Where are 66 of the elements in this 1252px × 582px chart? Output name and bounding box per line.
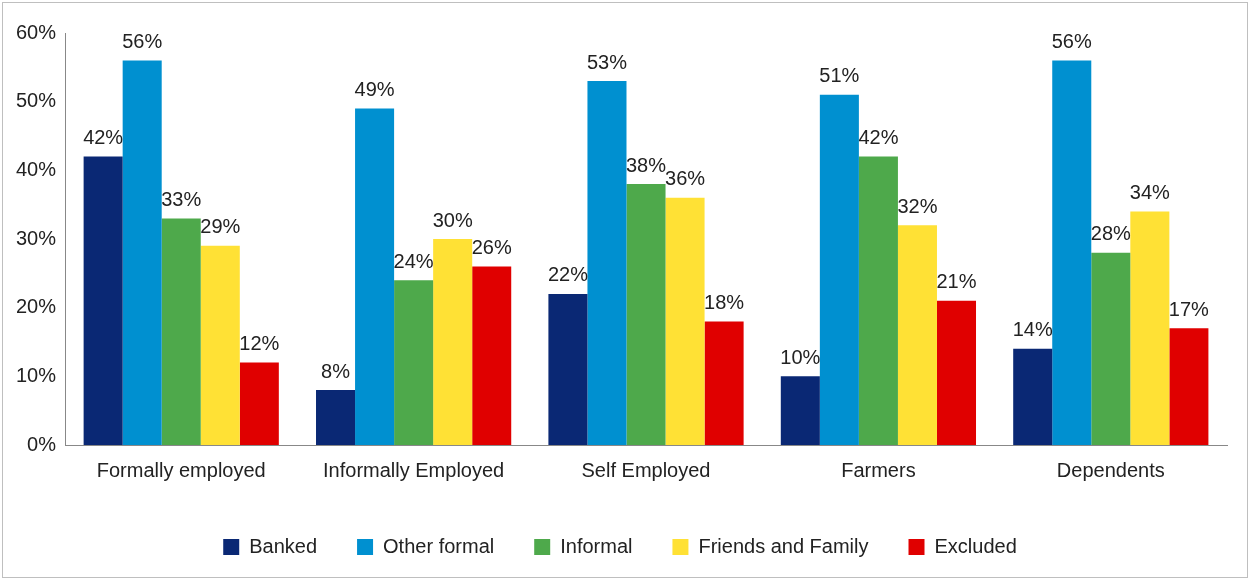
data-label: 28% [1090, 222, 1132, 245]
bar [122, 60, 162, 445]
legend-label: Excluded [934, 534, 1017, 557]
data-label: 17% [1168, 297, 1210, 320]
data-label: 33% [161, 187, 202, 210]
bar [626, 184, 666, 445]
data-label: 49% [354, 78, 395, 101]
bar [472, 266, 512, 445]
data-label: 34% [1129, 181, 1171, 204]
bar [433, 239, 473, 445]
bar [858, 156, 898, 445]
data-label: 10% [780, 345, 821, 368]
bar [1013, 348, 1053, 445]
x-tick-label: Dependents [1056, 458, 1165, 481]
bar [1052, 60, 1092, 445]
x-tick-label: Farmers [841, 458, 916, 481]
data-label: 51% [819, 64, 860, 87]
data-label: 18% [704, 290, 745, 313]
data-label: 8% [321, 359, 351, 382]
bar [1169, 328, 1209, 445]
bar [548, 293, 588, 445]
data-label: 29% [200, 215, 241, 238]
data-label: 36% [665, 167, 706, 190]
bar [200, 245, 240, 445]
data-label: 42% [83, 126, 124, 149]
data-label: 38% [626, 153, 667, 176]
bar [819, 94, 859, 445]
data-label: 26% [471, 235, 512, 258]
x-tick-label: Self Employed [581, 458, 711, 481]
bar [704, 321, 744, 445]
bar [936, 300, 977, 445]
data-label: 12% [239, 332, 280, 355]
bar [1091, 252, 1131, 445]
x-tick-label: Informally Employed [323, 458, 505, 481]
data-label: 56% [1051, 29, 1092, 52]
data-label: 53% [586, 50, 628, 73]
data-label: 30% [432, 208, 473, 231]
y-tick-label: 40% [16, 157, 57, 180]
bar [780, 376, 820, 445]
bar [83, 156, 123, 445]
bar [665, 197, 705, 445]
bar [239, 362, 279, 445]
y-tick-label: 50% [16, 89, 57, 112]
bar [587, 81, 627, 445]
data-label: 42% [858, 126, 899, 149]
y-tick-label: 0% [27, 432, 57, 455]
x-tick-label: Formally employed [96, 458, 266, 481]
y-tick-label: 20% [16, 295, 57, 318]
legend-label: Banked [249, 534, 318, 557]
data-label: 56% [122, 29, 163, 52]
bar [355, 108, 395, 445]
bar [161, 218, 201, 445]
y-tick-label: 60% [16, 20, 57, 43]
bar [897, 225, 937, 445]
legend-label: Other formal [383, 534, 495, 557]
y-tick-label: 10% [16, 363, 57, 386]
y-tick-label: 30% [16, 226, 57, 249]
data-label: 24% [393, 249, 434, 272]
data-label: 32% [897, 194, 938, 217]
bar [1130, 211, 1170, 445]
data-label: 21% [936, 270, 977, 293]
legend-label: Friends and Family [698, 534, 869, 557]
bar [316, 390, 356, 445]
legend-label: Informal [560, 534, 633, 557]
data-label: 14% [1012, 318, 1053, 341]
bar [394, 280, 434, 445]
